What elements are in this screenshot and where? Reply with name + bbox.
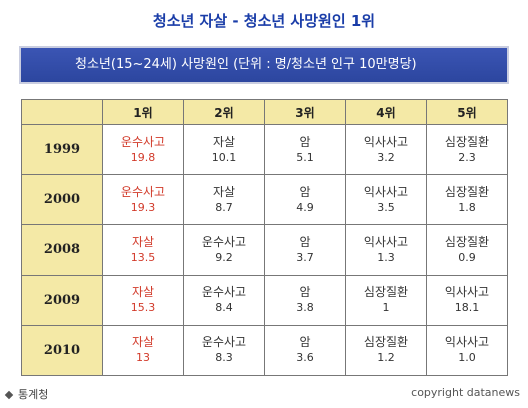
page-title: 청소년 자살 - 청소년 사망원인 1위 xyxy=(152,12,376,30)
cause-name: 심장질환 xyxy=(444,134,490,149)
cause-name: 자살 xyxy=(131,335,155,350)
cause-cell: 자살 13 xyxy=(102,324,184,377)
cause-name: 심장질환 xyxy=(363,285,409,300)
source-note: 통계청 xyxy=(4,386,49,402)
cause-name: 익사사고 xyxy=(363,134,409,149)
cause-rate: 15.3 xyxy=(130,301,156,315)
cause-rate: 3.7 xyxy=(296,250,314,264)
cause-rate: 3.6 xyxy=(296,351,314,365)
cause-cell: 암 3.6 xyxy=(264,324,346,377)
table-row: 1999 운수사고 19.8 자살 10.1 암 5.1 익사사고 3.2 심장질환 2.3 xyxy=(21,123,508,176)
subtitle-bar: 청소년(15~24세) 사망원인 (단위 : 명/청소년 인구 10만명당) xyxy=(19,46,509,84)
cause-rate: 8.4 xyxy=(215,301,233,315)
cause-name: 익사사고 xyxy=(363,184,409,199)
cause-cell: 운수사고 19.8 xyxy=(102,123,184,176)
table-row: 2008 자살 13.5 운수사고 9.2 암 3.7 익사사고 1.3 심장질환 0.9 xyxy=(21,224,508,276)
cause-name: 암 xyxy=(299,234,311,249)
cause-rate: 18.1 xyxy=(454,301,480,315)
header-corner xyxy=(21,99,103,125)
cause-cell: 운수사고 19.3 xyxy=(102,174,184,226)
cause-name: 운수사고 xyxy=(201,335,247,350)
table-row: 2000 운수사고 19.3 자살 8.7 암 4.9 익사사고 3.5 심장질환 1.8 xyxy=(21,174,508,226)
cause-rate: 10.1 xyxy=(211,150,237,164)
cause-rate: 1.0 xyxy=(458,351,476,365)
cause-cell: 운수사고 8.3 xyxy=(183,324,265,377)
table-row: 2009 자살 15.3 운수사고 8.4 암 3.8 심장질환 1 익사사고 18.1 xyxy=(21,274,508,326)
diamond-icon xyxy=(4,390,14,400)
cause-rate: 1.8 xyxy=(458,200,476,214)
year-cell: 2009 xyxy=(21,274,103,326)
cause-cell: 자살 15.3 xyxy=(102,274,184,326)
year-cell: 2008 xyxy=(21,224,103,276)
cause-rate: 19.8 xyxy=(130,150,156,164)
cause-rate: 8.7 xyxy=(215,200,233,214)
cause-cell: 익사사고 3.2 xyxy=(345,123,427,176)
cause-name: 운수사고 xyxy=(120,184,166,199)
cause-rate: 19.3 xyxy=(130,200,156,214)
cause-name: 자살 xyxy=(212,184,236,199)
cause-cell: 익사사고 1.0 xyxy=(426,324,508,377)
cause-name: 심장질환 xyxy=(444,184,490,199)
cause-rate: 9.2 xyxy=(215,250,233,264)
copyright: copyright datanews xyxy=(411,386,520,399)
cause-name: 운수사고 xyxy=(201,285,247,300)
cause-name: 익사사고 xyxy=(444,285,490,300)
cause-rate: 4.9 xyxy=(296,200,314,214)
header-row: 1위 2위 3위 4위 5위 xyxy=(21,99,508,125)
cause-cell: 자살 13.5 xyxy=(102,224,184,276)
cause-rate: 1.2 xyxy=(377,351,395,365)
cause-rate: 1 xyxy=(382,301,390,315)
cause-cell: 암 3.8 xyxy=(264,274,346,326)
cause-cell: 익사사고 18.1 xyxy=(426,274,508,326)
cause-name: 암 xyxy=(299,285,311,300)
cause-cell: 자살 10.1 xyxy=(183,123,265,176)
cause-cell: 운수사고 8.4 xyxy=(183,274,265,326)
cause-cell: 익사사고 1.3 xyxy=(345,224,427,276)
cause-cell: 심장질환 1.8 xyxy=(426,174,508,226)
header-rank-2: 2위 xyxy=(183,99,265,125)
cause-cell: 익사사고 3.5 xyxy=(345,174,427,226)
cause-rate: 2.3 xyxy=(458,150,476,164)
year-cell: 2010 xyxy=(21,324,103,377)
cause-name: 자살 xyxy=(212,134,236,149)
cause-rate: 5.1 xyxy=(296,150,314,164)
cause-name: 자살 xyxy=(131,234,155,249)
cause-rate: 3.2 xyxy=(377,150,395,164)
cause-cell: 심장질환 1.2 xyxy=(345,324,427,377)
cause-rate: 3.5 xyxy=(377,200,395,214)
header-rank-5: 5위 xyxy=(426,99,508,125)
cause-cell: 암 3.7 xyxy=(264,224,346,276)
year-cell: 2000 xyxy=(21,174,103,226)
cause-name: 암 xyxy=(299,184,311,199)
cause-name: 익사사고 xyxy=(444,335,490,350)
cause-name: 운수사고 xyxy=(201,234,247,249)
data-table: 1위 2위 3위 4위 5위 1999 운수사고 19.8 자살 10.1 암 5.1 익사사… xyxy=(21,99,508,377)
cause-name: 암 xyxy=(299,134,311,149)
cause-cell: 심장질환 2.3 xyxy=(426,123,508,176)
cause-cell: 자살 8.7 xyxy=(183,174,265,226)
cause-cell: 암 5.1 xyxy=(264,123,346,176)
cause-rate: 1.3 xyxy=(377,250,395,264)
cause-cell: 심장질환 0.9 xyxy=(426,224,508,276)
cause-rate: 13 xyxy=(136,351,150,365)
header-rank-4: 4위 xyxy=(345,99,427,125)
cause-rate: 13.5 xyxy=(130,250,156,264)
table-row: 2010 자살 13 운수사고 8.3 암 3.6 심장질환 1.2 익사사고 1.0 xyxy=(21,324,508,377)
cause-rate: 0.9 xyxy=(458,250,476,264)
cause-name: 익사사고 xyxy=(363,234,409,249)
cause-name: 심장질환 xyxy=(444,234,490,249)
cause-name: 자살 xyxy=(131,285,155,300)
cause-cell: 심장질환 1 xyxy=(345,274,427,326)
cause-name: 운수사고 xyxy=(120,134,166,149)
cause-name: 심장질환 xyxy=(363,335,409,350)
year-cell: 1999 xyxy=(21,123,103,176)
cause-rate: 3.8 xyxy=(296,301,314,315)
cause-cell: 운수사고 9.2 xyxy=(183,224,265,276)
cause-cell: 암 4.9 xyxy=(264,174,346,226)
cause-rate: 8.3 xyxy=(215,351,233,365)
header-rank-3: 3위 xyxy=(264,99,346,125)
source-label: 통계청 xyxy=(18,388,49,401)
header-rank-1: 1위 xyxy=(102,99,184,125)
cause-name: 암 xyxy=(299,335,311,350)
